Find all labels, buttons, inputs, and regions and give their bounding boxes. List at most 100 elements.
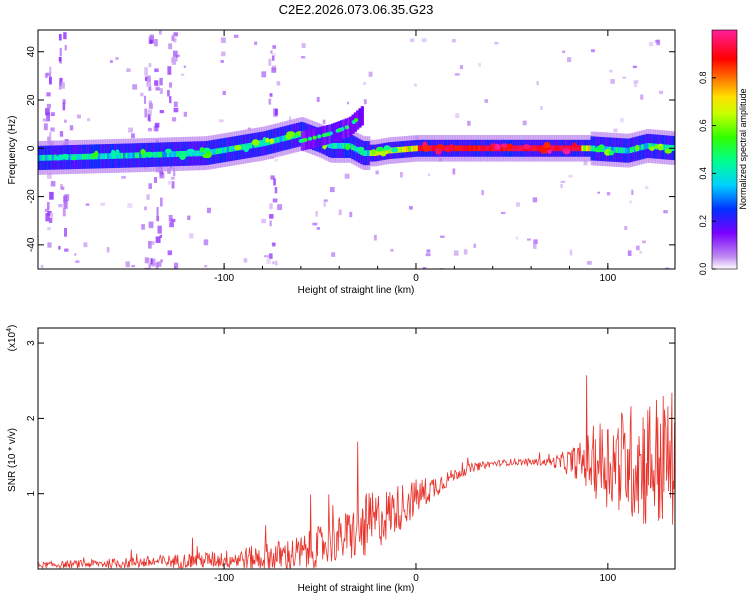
heatmap-speckle [271, 55, 275, 61]
heatmap-speckle [349, 211, 353, 218]
heatmap-speckle [247, 127, 251, 130]
heatmap-speckle [150, 258, 153, 265]
heatmap-cell [212, 148, 217, 155]
heatmap-speckle [274, 159, 279, 162]
heatmap-speckle [43, 123, 48, 131]
heatmap-speckle [173, 32, 178, 37]
heatmap-speckle [170, 218, 176, 223]
heatmap-cell [155, 151, 159, 158]
heatmap-cell [468, 145, 472, 152]
heatmap-speckle [148, 86, 152, 91]
x-tick-label: -100 [214, 273, 234, 284]
heatmap-speckle [204, 265, 208, 268]
heatmap-speckle [155, 86, 160, 91]
heatmap-speckle [50, 180, 56, 187]
heatmap-speckle [167, 180, 173, 185]
heatmap-speckle [140, 92, 144, 97]
heatmap-blob [251, 139, 260, 146]
y-tick-label: 3 [26, 340, 37, 346]
heatmap-speckle [243, 258, 248, 263]
heatmap-speckle [645, 185, 649, 190]
heatmap-blob [547, 149, 552, 154]
heatmap-blob [572, 142, 578, 149]
heatmap-cell [160, 151, 164, 158]
heatmap-speckle [266, 258, 271, 264]
heatmap-blob [233, 145, 242, 151]
heatmap-cell [86, 153, 90, 160]
heatmap-speckle [76, 114, 81, 119]
heatmap-speckle [64, 44, 67, 51]
heatmap-speckle [50, 112, 55, 117]
heatmap-cell [567, 145, 571, 152]
snr-frame [37, 327, 676, 570]
heatmap-speckle [49, 66, 52, 74]
heatmap-speckle [409, 205, 413, 210]
heatmap-cell [574, 145, 578, 152]
heatmap-blob [328, 131, 333, 136]
heatmap-cell [413, 145, 417, 152]
heatmap-cell [351, 144, 355, 151]
heatmap-speckle [627, 250, 632, 256]
heatmap-branch-cell [358, 108, 362, 128]
heatmap-cell [279, 136, 283, 143]
heatmap-cell [625, 147, 629, 154]
heatmap-cell [530, 145, 534, 152]
spectrogram-frame [37, 29, 676, 270]
snr-xlabel: Height of straight line (km) [298, 583, 415, 594]
heatmap-blob [390, 147, 399, 153]
heatmap-speckle [363, 82, 367, 85]
heatmap-speckle [560, 180, 566, 184]
heatmap-speckle [148, 221, 154, 229]
snr-yscale-base: (x10 [7, 331, 18, 351]
heatmap-blob [523, 144, 531, 150]
spectrogram-xlabel: Height of straight line (km) [298, 285, 415, 296]
heatmap-cell [486, 145, 491, 152]
heatmap-cell [664, 144, 668, 151]
heatmap-cell [153, 151, 157, 158]
heatmap-speckle [631, 189, 634, 196]
heatmap-speckle [269, 93, 273, 97]
heatmap-speckle [49, 191, 54, 200]
heatmap-speckle [533, 239, 538, 245]
snr-series-line [38, 375, 675, 569]
heatmap-speckle [484, 99, 489, 103]
heatmap-speckle [46, 201, 50, 210]
heatmap-speckle [271, 67, 277, 73]
heatmap-cell [120, 152, 125, 159]
heatmap-speckle [606, 191, 611, 196]
spectrogram-ylabel: Frequency (Hz) [7, 116, 18, 185]
heatmap-speckle [254, 41, 258, 46]
heatmap-cell [648, 143, 652, 149]
spectrogram-heatmap [38, 30, 675, 269]
heatmap-cell [615, 147, 620, 153]
heatmap-cell [104, 153, 108, 160]
heatmap-cell [277, 136, 281, 143]
figure-title: C2E2.2026.073.06.35.G23 [279, 2, 434, 17]
heatmap-speckle [642, 240, 646, 244]
heatmap-cell [401, 146, 405, 153]
heatmap-speckle [154, 122, 160, 128]
heatmap-speckle [61, 82, 65, 89]
heatmap-cell [166, 151, 171, 158]
heatmap-speckle [100, 202, 106, 206]
heatmap-speckle [610, 78, 615, 84]
heatmap-blob [371, 149, 377, 156]
heatmap-speckle [126, 68, 131, 73]
heatmap-speckle [568, 174, 573, 178]
heatmap-speckle [169, 222, 174, 228]
heatmap-speckle [636, 245, 640, 251]
heatmap-speckle [261, 71, 267, 78]
heatmap-cell [516, 145, 521, 152]
heatmap-cell [590, 145, 594, 152]
heatmap-cell [505, 145, 509, 152]
heatmap-speckle [622, 76, 627, 79]
heatmap-speckle [46, 103, 51, 109]
heatmap-speckle [150, 241, 155, 245]
heatmap-speckle [49, 76, 52, 85]
heatmap-speckle [222, 90, 226, 96]
heatmap-speckle [46, 92, 51, 97]
heatmap-speckle [106, 247, 110, 253]
heatmap-speckle [467, 120, 471, 126]
heatmap-cell [139, 152, 143, 159]
colorbar-ticks: 0.0 0.2 0.4 0.6 0.8 [698, 72, 716, 275]
